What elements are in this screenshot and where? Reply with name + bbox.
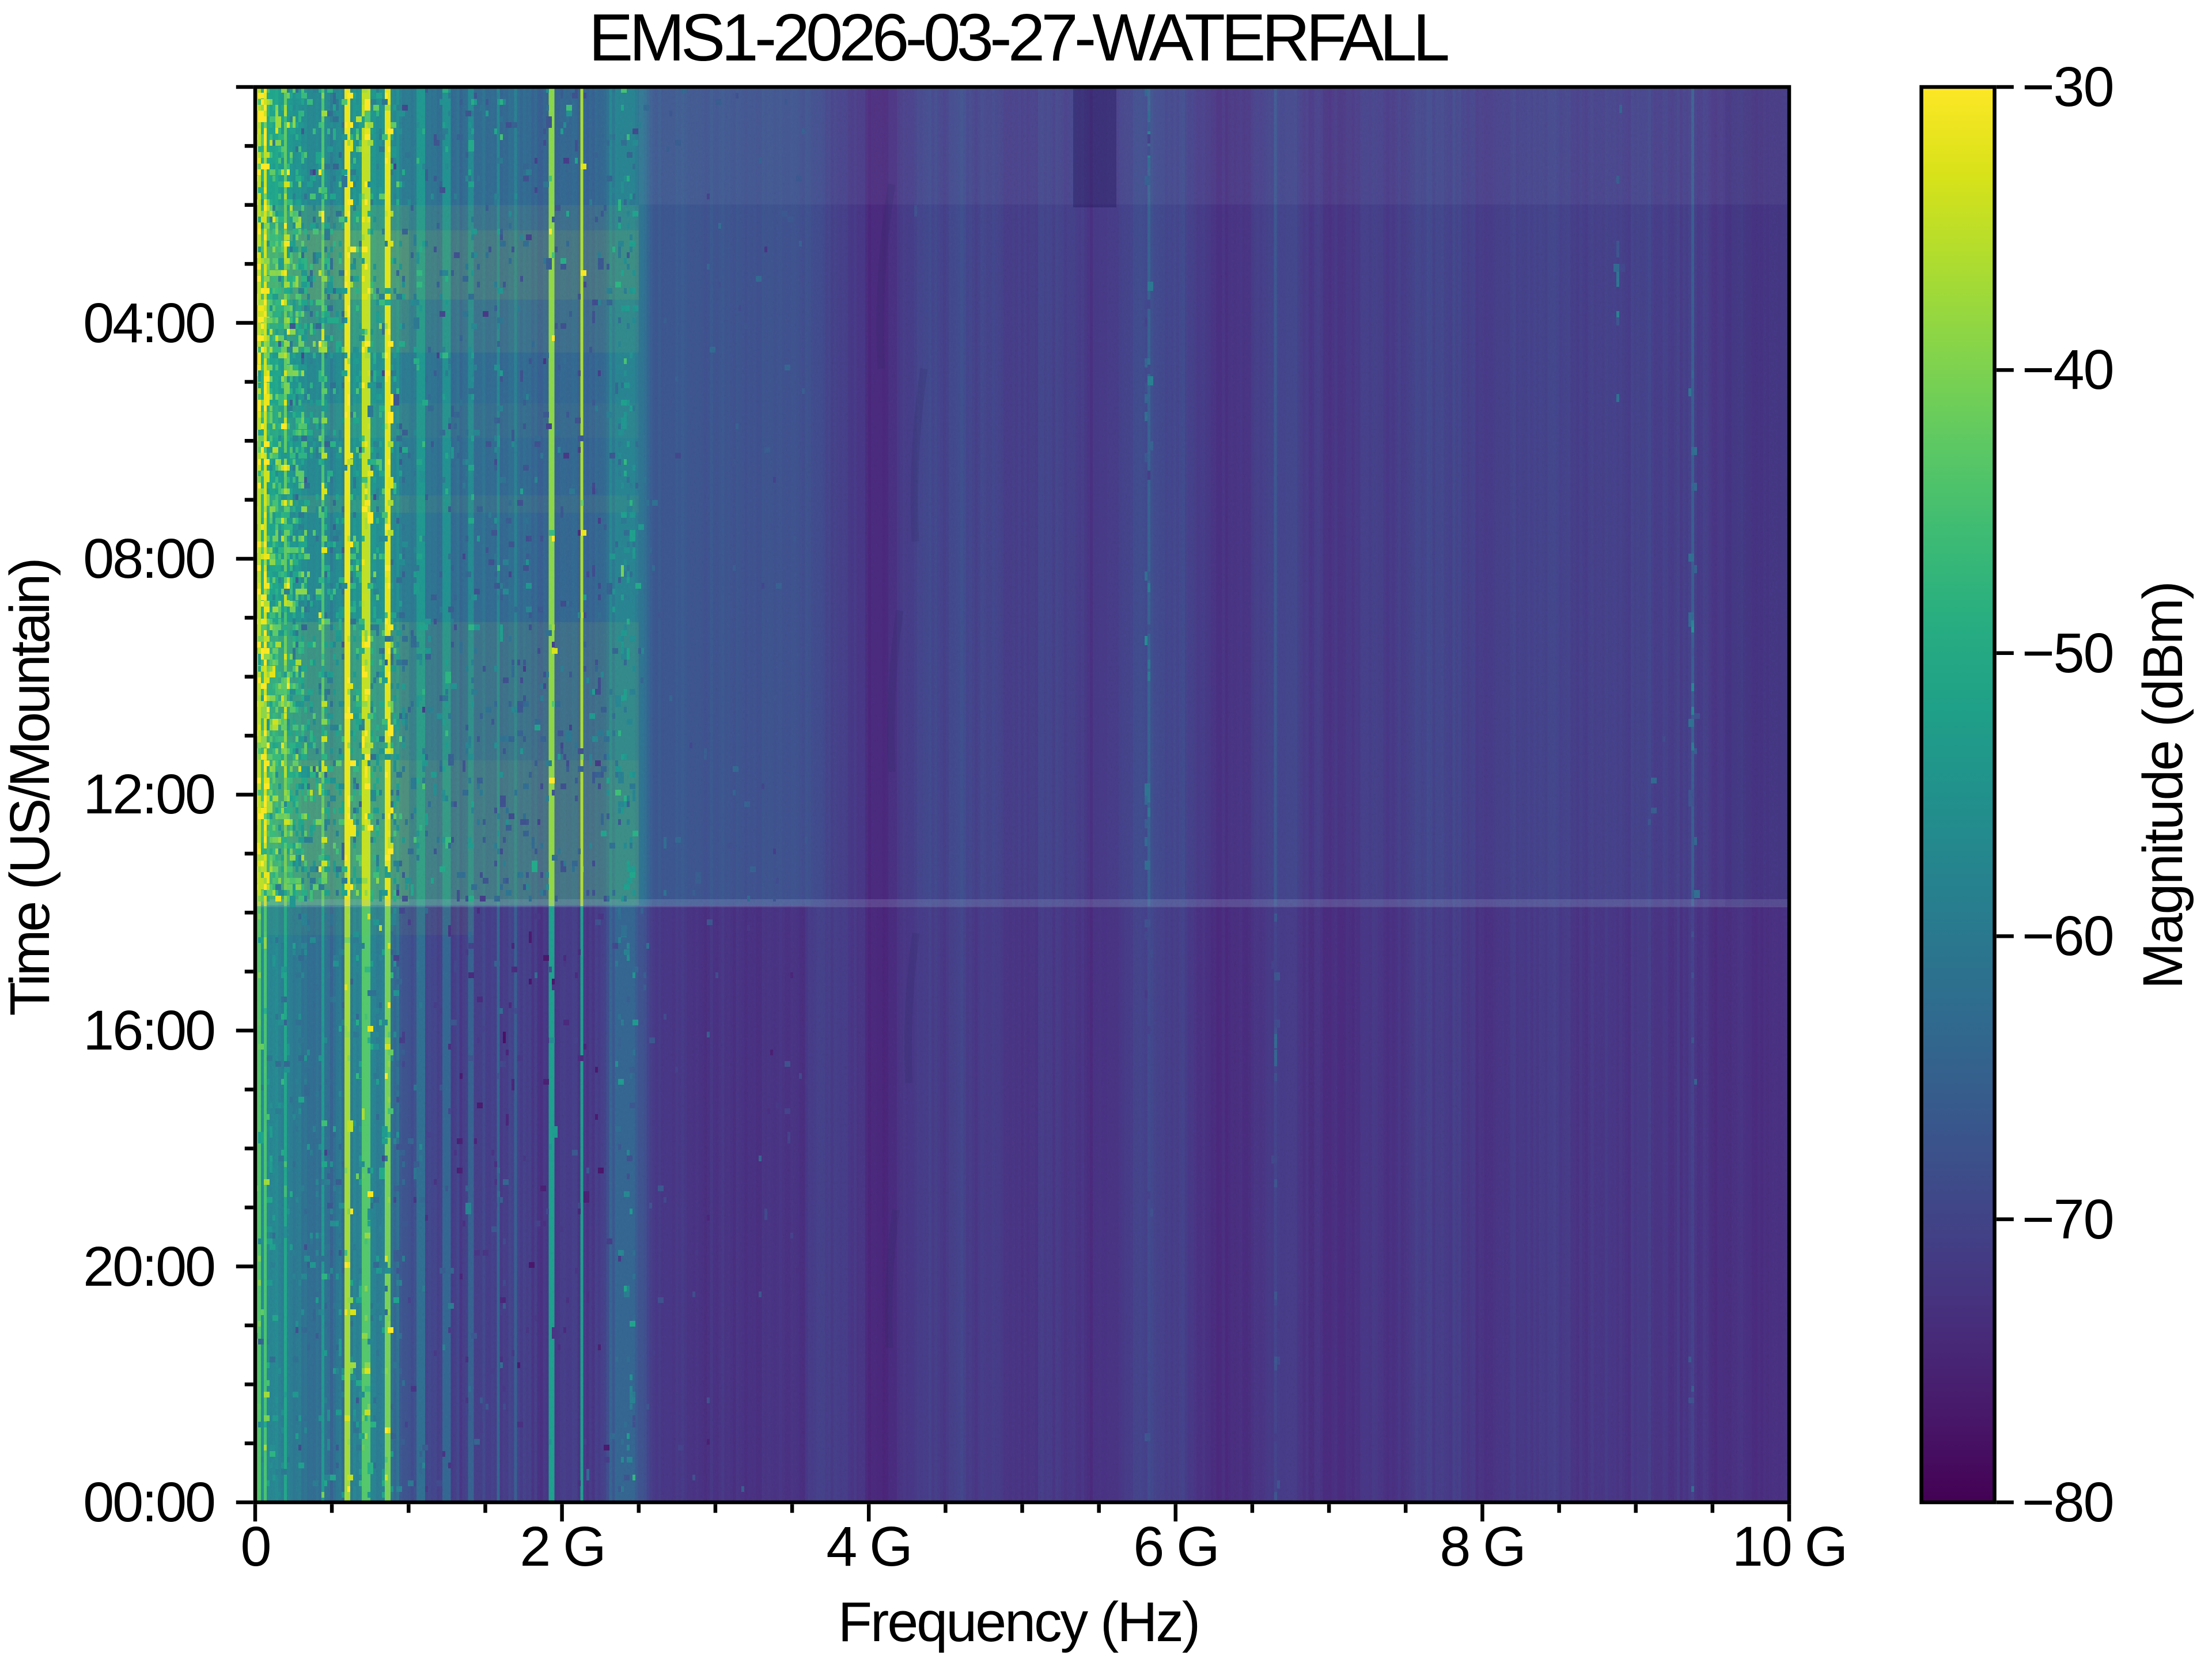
svg-text:−80: −80 [2022,1471,2113,1533]
svg-text:16:00: 16:00 [83,999,214,1062]
svg-text:08:00: 08:00 [83,527,214,590]
svg-text:04:00: 04:00 [83,291,214,354]
svg-text:−40: −40 [2022,338,2113,401]
svg-text:−70: −70 [2022,1188,2113,1251]
svg-text:10 G: 10 G [1732,1515,1846,1578]
svg-text:00:00: 00:00 [83,1471,214,1533]
svg-text:−60: −60 [2022,904,2113,967]
svg-text:2 G: 2 G [520,1515,604,1578]
svg-text:4 G: 4 G [826,1515,911,1578]
svg-text:EMS1-2026-03-27-WATERFALL: EMS1-2026-03-27-WATERFALL [589,0,1448,75]
svg-text:Frequency (Hz): Frequency (Hz) [838,1590,1199,1653]
svg-text:6 G: 6 G [1133,1515,1218,1578]
svg-text:12:00: 12:00 [83,763,214,825]
svg-text:−30: −30 [2022,55,2113,118]
svg-text:0: 0 [241,1515,270,1578]
svg-text:−50: −50 [2022,622,2113,684]
svg-text:8 G: 8 G [1440,1515,1524,1578]
svg-text:Magnitude (dBm): Magnitude (dBm) [2131,582,2194,989]
svg-text:Time (US/Mountain): Time (US/Mountain) [0,559,61,1016]
svg-text:20:00: 20:00 [83,1235,214,1298]
